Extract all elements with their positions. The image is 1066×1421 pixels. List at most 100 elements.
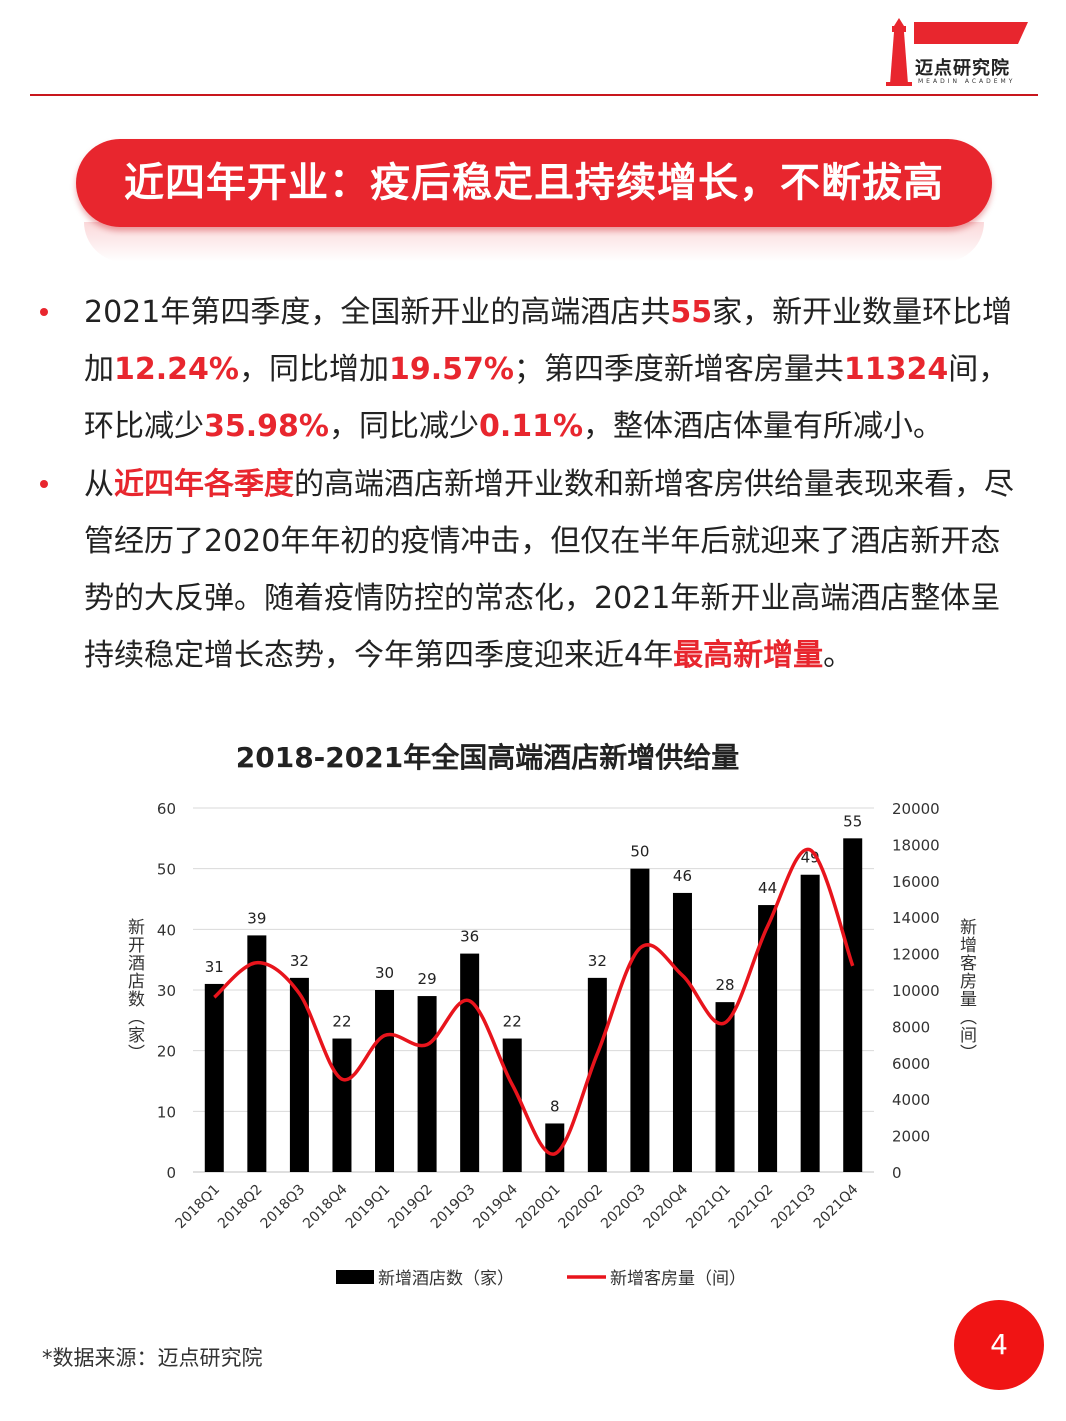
left-tick-label: 0 xyxy=(166,1164,176,1182)
x-tick-label: 2019Q4 xyxy=(470,1181,521,1232)
x-tick-label: 2021Q4 xyxy=(811,1181,862,1232)
x-tick-label: 2019Q3 xyxy=(428,1182,479,1233)
body-text: 从 xyxy=(84,467,114,502)
highlight-text: 55 xyxy=(670,295,713,330)
right-tick-label: 16000 xyxy=(892,873,940,891)
bar-value-label: 28 xyxy=(715,976,734,994)
highlight-text: 19.57% xyxy=(388,352,514,387)
series-line-rooms xyxy=(213,847,855,1156)
bar-value-label: 32 xyxy=(588,952,607,970)
chart-title: 2018-2021年全国高端酒店新增供给量 xyxy=(235,741,740,774)
right-tick-label: 4000 xyxy=(892,1091,930,1109)
logo-subtext: MEADIN ACADEMY xyxy=(918,78,1016,85)
body-text: 2021年第四季度，全国新开业的高端酒店共 xyxy=(84,295,671,330)
body-text: ，同比增加 xyxy=(238,352,389,387)
bar xyxy=(332,1038,352,1172)
bar-value-label: 22 xyxy=(332,1013,351,1031)
bullet-dot xyxy=(40,480,48,488)
x-tick-label: 2021Q1 xyxy=(683,1182,734,1233)
bullet-paragraph-1: 2021年第四季度，全国新开业的高端酒店共55家，新开业数量环比增加12.24%… xyxy=(84,284,1029,455)
body-text: 。 xyxy=(823,638,854,673)
bar xyxy=(460,953,480,1172)
body-text: ，整体酒店体量有所减小。 xyxy=(583,409,944,444)
x-tick-label: 2020Q1 xyxy=(513,1182,564,1233)
bar-value-label: 30 xyxy=(375,964,394,982)
meadin-logo xyxy=(878,18,1038,90)
bar-value-label: 39 xyxy=(247,909,266,927)
right-tick-label: 10000 xyxy=(892,982,940,1000)
x-tick-label: 2021Q2 xyxy=(726,1182,777,1233)
highlight-text: 0.11% xyxy=(478,409,584,444)
bar xyxy=(289,977,309,1172)
bar-value-label: 55 xyxy=(843,812,862,830)
left-tick-label: 50 xyxy=(157,861,176,879)
bar-value-label: 46 xyxy=(673,867,692,885)
right-tick-label: 18000 xyxy=(892,836,940,854)
bar xyxy=(204,983,224,1172)
body-text: ，同比减少 xyxy=(328,409,479,444)
bullet-dot xyxy=(40,308,48,316)
page-title: 近四年开业：疫后稳定且持续增长，不断拔高 xyxy=(124,160,944,206)
left-axis-title: 新开酒店数（家） xyxy=(124,918,145,1062)
bar-value-label: 36 xyxy=(460,928,479,946)
right-tick-label: 8000 xyxy=(892,1018,930,1036)
logo-text: 迈点研究院 xyxy=(915,58,1010,79)
bar xyxy=(672,892,692,1172)
legend-line-label: 新增客房量（间） xyxy=(610,1269,746,1289)
right-tick-label: 2000 xyxy=(892,1128,930,1146)
body-text: 间，环比减少 xyxy=(84,352,1009,444)
bar xyxy=(247,935,267,1172)
bar-value-label: 8 xyxy=(550,1097,560,1115)
left-tick-label: 30 xyxy=(157,982,176,1000)
bar xyxy=(375,990,395,1172)
bar xyxy=(545,1123,565,1172)
body-text: 家，新开业数量环比增加 xyxy=(84,295,1013,387)
highlight-text: 最高新增量 xyxy=(673,638,824,673)
x-tick-label: 2018Q3 xyxy=(258,1182,309,1233)
data-source: *数据来源：迈点研究院 xyxy=(42,1346,263,1370)
bar xyxy=(843,838,863,1172)
legend-bar-swatch xyxy=(336,1270,374,1284)
left-tick-label: 40 xyxy=(157,921,176,939)
highlight-text: 近四年各季度 xyxy=(114,467,294,502)
left-tick-label: 60 xyxy=(157,800,176,818)
x-tick-label: 2020Q2 xyxy=(556,1182,607,1233)
bar xyxy=(502,1038,522,1172)
x-tick-label: 2019Q1 xyxy=(343,1182,394,1233)
title-banner: 近四年开业：疫后稳定且持续增长，不断拔高 xyxy=(76,139,992,227)
x-tick-label: 2020Q4 xyxy=(641,1181,692,1232)
right-tick-label: 14000 xyxy=(892,909,940,927)
right-tick-label: 12000 xyxy=(892,946,940,964)
left-tick-label: 20 xyxy=(157,1043,176,1061)
highlight-text: 11324 xyxy=(843,352,949,387)
highlight-text: 35.98% xyxy=(204,409,329,444)
bar xyxy=(587,977,607,1172)
bar xyxy=(758,905,778,1172)
header-divider xyxy=(30,94,1038,96)
bar xyxy=(715,1002,735,1172)
body-text: 的高端酒店新增开业数和新增客房供给量表现来看，尽管经历了2020年年初的疫情冲击… xyxy=(84,467,1014,673)
left-tick-label: 10 xyxy=(157,1103,176,1121)
body-text: ；第四季度新增客房量共 xyxy=(513,352,844,387)
bar-value-label: 32 xyxy=(290,952,309,970)
x-tick-label: 2018Q2 xyxy=(215,1182,266,1233)
x-tick-label: 2018Q4 xyxy=(300,1181,351,1232)
x-tick-label: 2021Q3 xyxy=(768,1182,819,1233)
bar-value-label: 50 xyxy=(630,843,649,861)
bar xyxy=(630,868,650,1172)
bar-value-label: 29 xyxy=(418,970,437,988)
x-tick-label: 2019Q2 xyxy=(385,1182,436,1233)
x-tick-label: 2020Q3 xyxy=(598,1182,649,1233)
bar-value-label: 31 xyxy=(205,958,224,976)
legend-bar-label: 新增酒店数（家） xyxy=(378,1269,514,1289)
bar-value-label: 44 xyxy=(758,879,777,897)
right-tick-label: 20000 xyxy=(892,800,940,818)
right-axis-title: 新增客房量（间） xyxy=(956,918,977,1062)
bullet-paragraph-2: 从近四年各季度的高端酒店新增开业数和新增客房供给量表现来看，尽管经历了2020年… xyxy=(84,456,1029,684)
page-number-badge: 4 xyxy=(954,1300,1044,1390)
bar xyxy=(417,996,437,1172)
right-tick-label: 6000 xyxy=(892,1055,930,1073)
right-tick-label: 0 xyxy=(892,1164,902,1182)
x-tick-label: 2018Q1 xyxy=(173,1182,224,1233)
